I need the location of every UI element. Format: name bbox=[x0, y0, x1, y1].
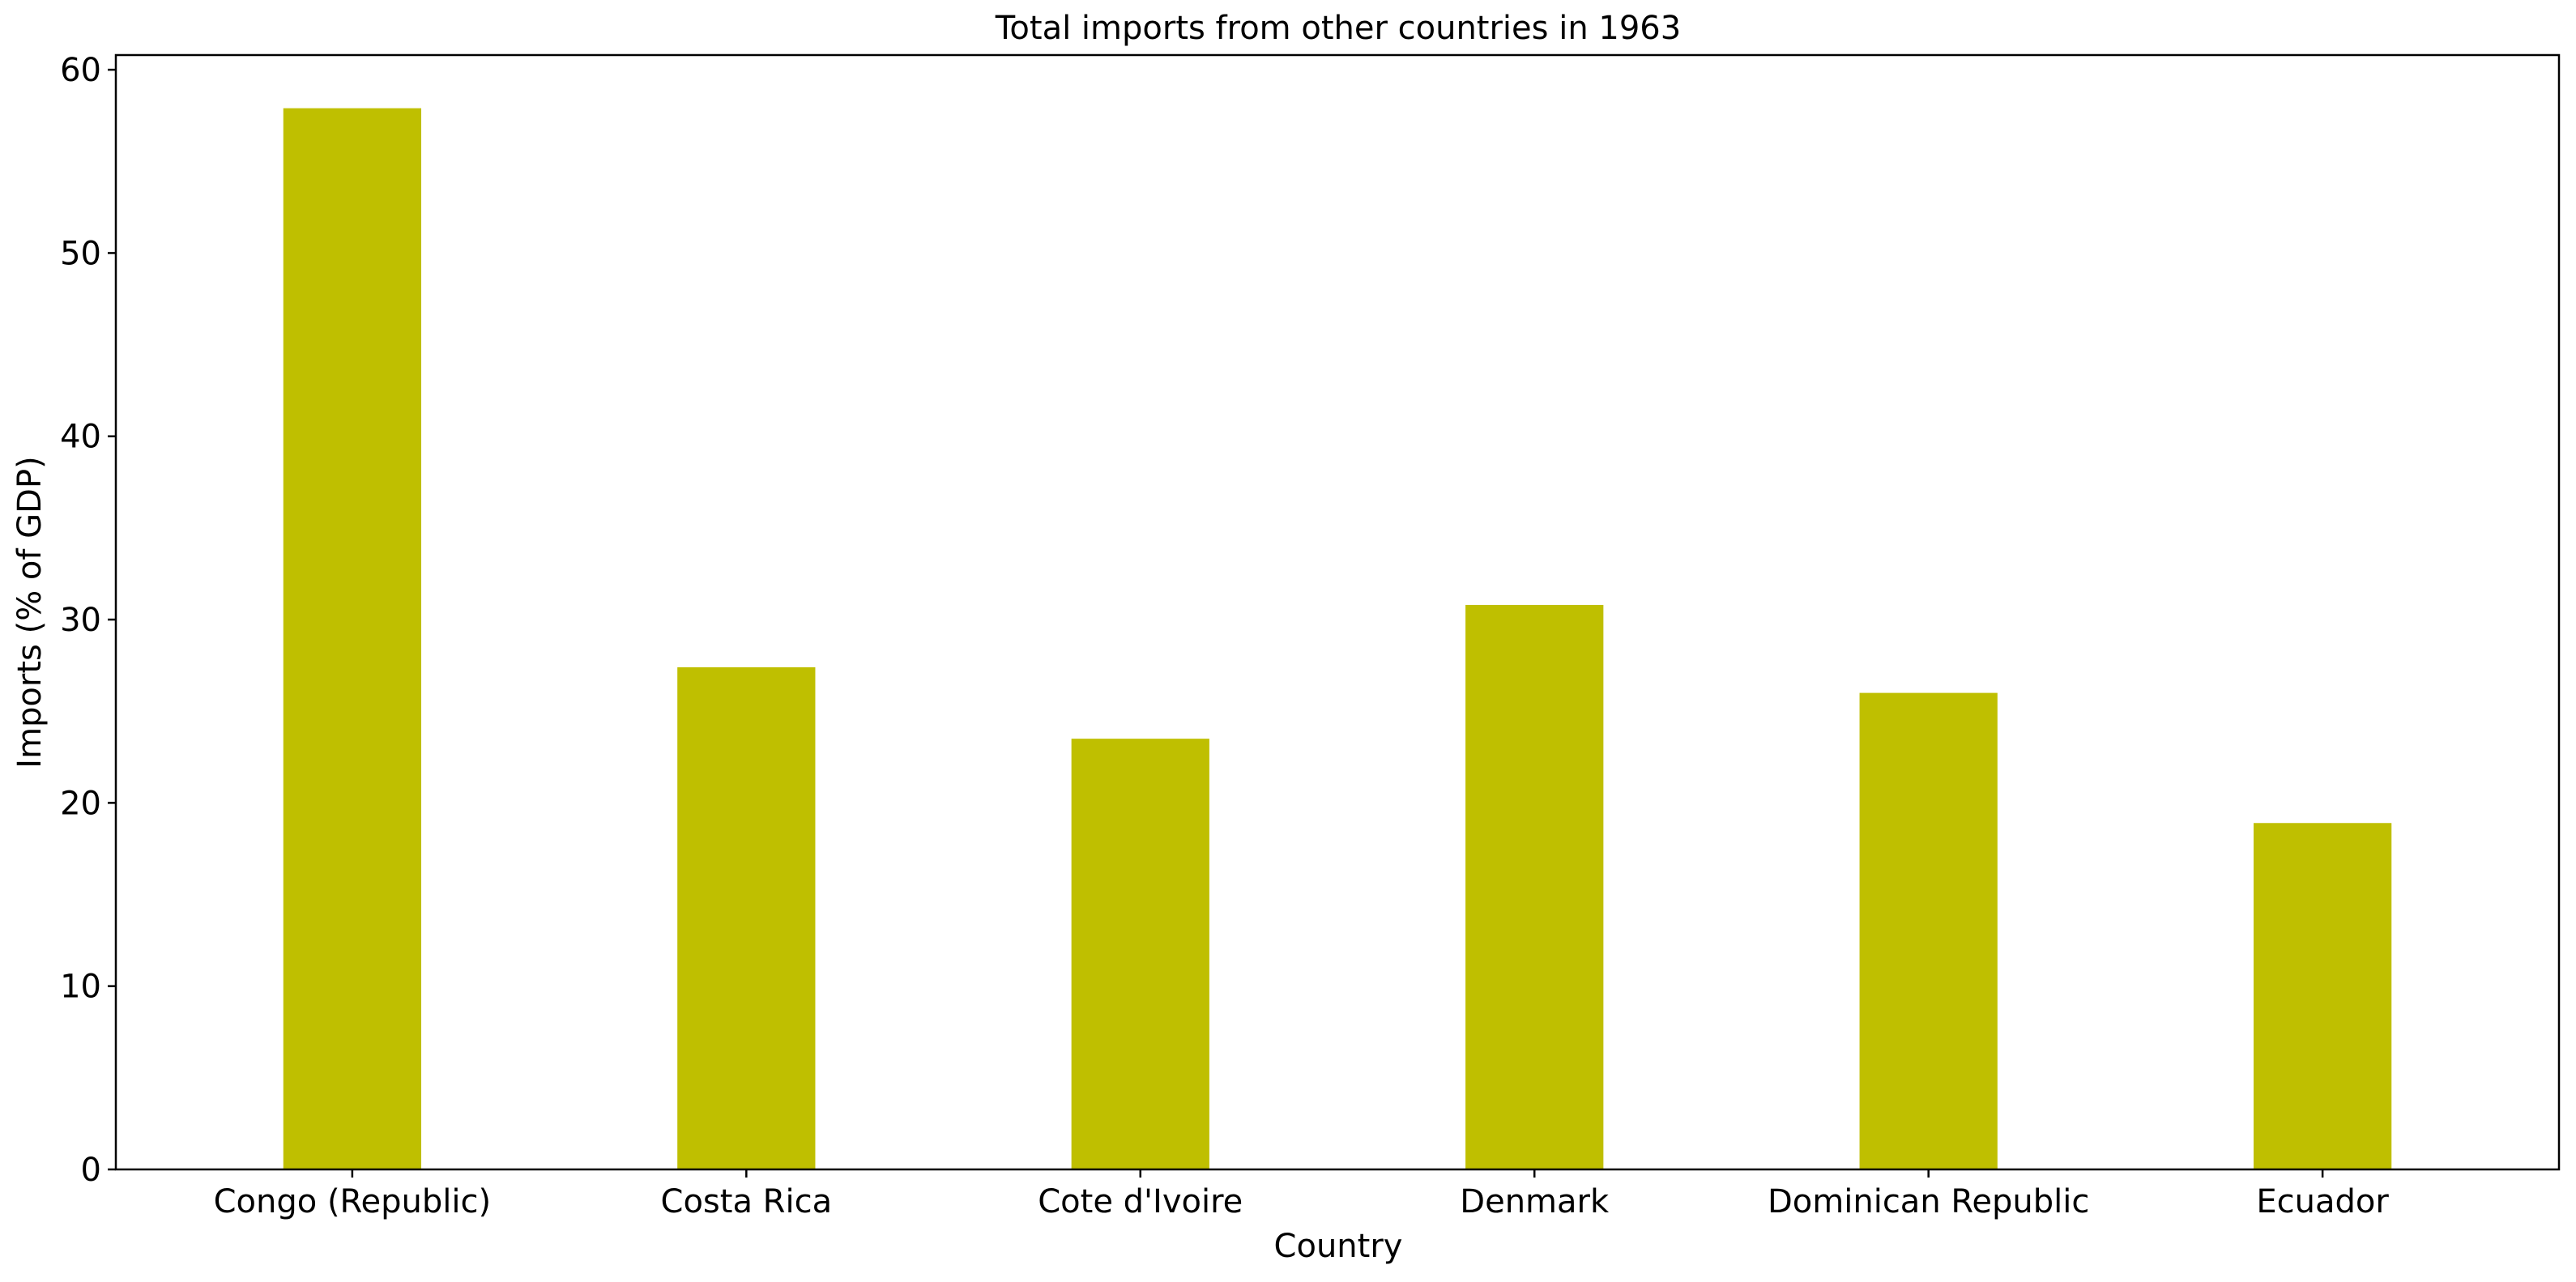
bar bbox=[1465, 604, 1604, 1169]
bar bbox=[677, 667, 816, 1169]
x-tick-label: Cote d'Ivoire bbox=[1038, 1183, 1243, 1220]
x-tick-label: Costa Rica bbox=[661, 1183, 833, 1220]
x-tick-label: Denmark bbox=[1460, 1183, 1610, 1220]
x-tick-label: Dominican Republic bbox=[1768, 1183, 2089, 1220]
bar bbox=[283, 108, 421, 1169]
bar bbox=[1859, 692, 1998, 1169]
plot-frame bbox=[114, 53, 2561, 1171]
y-tick-label: 0 bbox=[81, 1152, 101, 1189]
y-tick-label: 30 bbox=[60, 602, 101, 639]
plot-area: 0 10 20 30 40 50 60 Congo (Republic) Costa Rica… bbox=[60, 52, 2561, 1220]
y-axis-ticks: 0 10 20 30 40 50 60 bbox=[60, 52, 116, 1189]
y-tick-label: 10 bbox=[60, 969, 101, 1006]
y-tick-label: 60 bbox=[60, 52, 101, 89]
y-tick-label: 20 bbox=[60, 785, 101, 822]
x-tick-label: Congo (Republic) bbox=[214, 1183, 492, 1220]
x-tick-label: Ecuador bbox=[2256, 1183, 2389, 1220]
y-tick-label: 50 bbox=[60, 235, 101, 272]
bar bbox=[1071, 739, 1209, 1169]
y-axis-label: Imports (% of GDP) bbox=[11, 456, 49, 768]
x-axis-label: Country bbox=[1274, 1228, 1403, 1265]
bars bbox=[283, 108, 2392, 1169]
chart-title: Total imports from other countries in 19… bbox=[995, 10, 1681, 47]
y-tick-label: 40 bbox=[60, 419, 101, 456]
x-axis-ticks: Congo (Republic) Costa Rica Cote d'Ivoire D… bbox=[214, 1169, 2389, 1220]
bar bbox=[2254, 823, 2392, 1169]
